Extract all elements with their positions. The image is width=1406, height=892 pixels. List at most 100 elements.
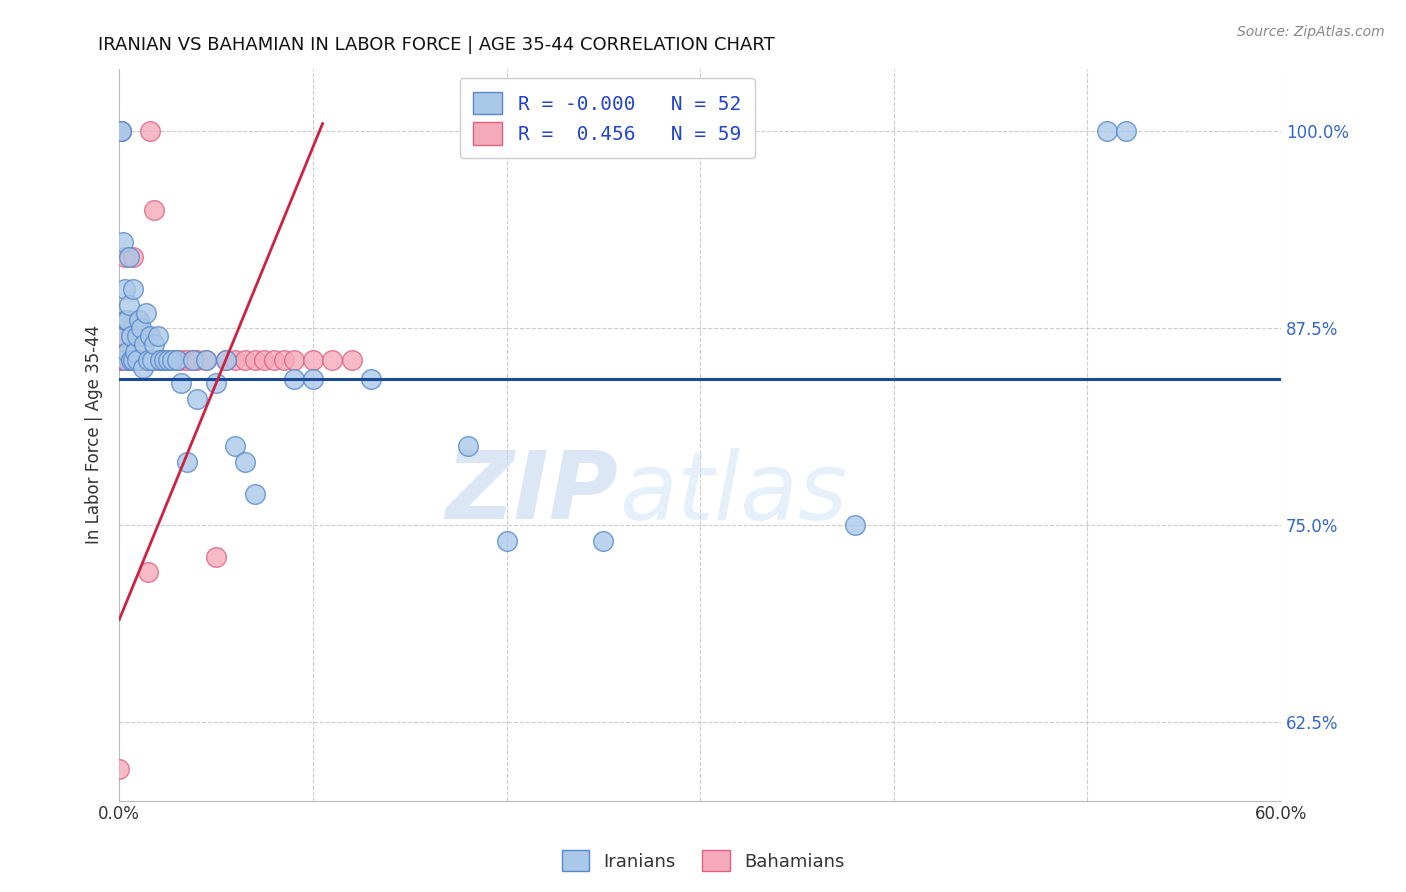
Point bbox=[340, 352, 363, 367]
Point bbox=[114, 282, 136, 296]
Point bbox=[121, 251, 143, 265]
Point bbox=[120, 329, 142, 343]
Point bbox=[141, 352, 163, 367]
Point bbox=[131, 360, 153, 375]
Point bbox=[129, 321, 152, 335]
Point bbox=[118, 345, 141, 359]
Point bbox=[131, 329, 153, 343]
Point bbox=[118, 352, 141, 367]
Point bbox=[110, 124, 132, 138]
Point bbox=[124, 345, 146, 359]
Point bbox=[156, 352, 179, 367]
Point bbox=[233, 352, 256, 367]
Point bbox=[118, 251, 141, 265]
Point bbox=[115, 352, 138, 367]
Point bbox=[302, 372, 325, 386]
Point bbox=[205, 376, 228, 391]
Point bbox=[129, 352, 152, 367]
Point bbox=[114, 352, 136, 367]
Point bbox=[108, 352, 131, 367]
Text: Source: ZipAtlas.com: Source: ZipAtlas.com bbox=[1237, 25, 1385, 39]
Point bbox=[283, 372, 305, 386]
Point bbox=[1115, 124, 1137, 138]
Point bbox=[170, 352, 193, 367]
Point bbox=[108, 762, 131, 776]
Point bbox=[273, 352, 295, 367]
Point bbox=[110, 352, 132, 367]
Point bbox=[283, 352, 305, 367]
Point bbox=[112, 329, 135, 343]
Point bbox=[112, 352, 135, 367]
Text: atlas: atlas bbox=[619, 448, 846, 539]
Point bbox=[186, 392, 208, 406]
Point bbox=[215, 352, 238, 367]
Point bbox=[134, 337, 156, 351]
Point bbox=[321, 352, 343, 367]
Point bbox=[125, 313, 148, 327]
Point bbox=[263, 352, 285, 367]
Point bbox=[457, 439, 479, 453]
Point bbox=[1095, 124, 1118, 138]
Point bbox=[114, 313, 136, 327]
Point bbox=[115, 345, 138, 359]
Point bbox=[114, 329, 136, 343]
Point bbox=[243, 486, 266, 500]
Point bbox=[360, 372, 382, 386]
Point bbox=[125, 329, 148, 343]
Point bbox=[149, 352, 172, 367]
Point bbox=[160, 352, 183, 367]
Point bbox=[205, 549, 228, 564]
Point bbox=[224, 439, 246, 453]
Point bbox=[215, 352, 238, 367]
Point bbox=[120, 352, 142, 367]
Point bbox=[253, 352, 276, 367]
Point bbox=[186, 352, 208, 367]
Point bbox=[114, 251, 136, 265]
Point bbox=[115, 313, 138, 327]
Point bbox=[495, 533, 517, 548]
Point bbox=[141, 352, 163, 367]
Point bbox=[166, 352, 188, 367]
Point bbox=[110, 124, 132, 138]
Point bbox=[166, 352, 188, 367]
Point bbox=[121, 321, 143, 335]
Point bbox=[118, 352, 141, 367]
Legend: Iranians, Bahamians: Iranians, Bahamians bbox=[554, 843, 852, 879]
Point bbox=[150, 352, 173, 367]
Point bbox=[139, 124, 162, 138]
Point bbox=[120, 352, 142, 367]
Point bbox=[195, 352, 218, 367]
Point bbox=[146, 352, 169, 367]
Point bbox=[224, 352, 246, 367]
Point bbox=[136, 352, 159, 367]
Point bbox=[120, 329, 142, 343]
Point bbox=[139, 329, 162, 343]
Point bbox=[128, 313, 150, 327]
Point bbox=[135, 305, 157, 319]
Point bbox=[110, 329, 132, 343]
Point bbox=[156, 352, 179, 367]
Point bbox=[112, 352, 135, 367]
Point bbox=[146, 329, 169, 343]
Point bbox=[134, 352, 156, 367]
Point bbox=[128, 329, 150, 343]
Point bbox=[115, 313, 138, 327]
Point bbox=[233, 455, 256, 469]
Point bbox=[112, 235, 135, 249]
Text: ZIP: ZIP bbox=[446, 447, 619, 539]
Point bbox=[125, 352, 148, 367]
Point bbox=[121, 352, 143, 367]
Point bbox=[181, 352, 204, 367]
Point bbox=[176, 352, 198, 367]
Point bbox=[125, 352, 148, 367]
Point bbox=[176, 455, 198, 469]
Point bbox=[110, 352, 132, 367]
Point bbox=[121, 352, 143, 367]
Point bbox=[114, 352, 136, 367]
Point bbox=[143, 337, 166, 351]
Point bbox=[120, 352, 142, 367]
Point bbox=[170, 376, 193, 391]
Point bbox=[844, 518, 866, 533]
Point bbox=[136, 566, 159, 580]
Point bbox=[124, 352, 146, 367]
